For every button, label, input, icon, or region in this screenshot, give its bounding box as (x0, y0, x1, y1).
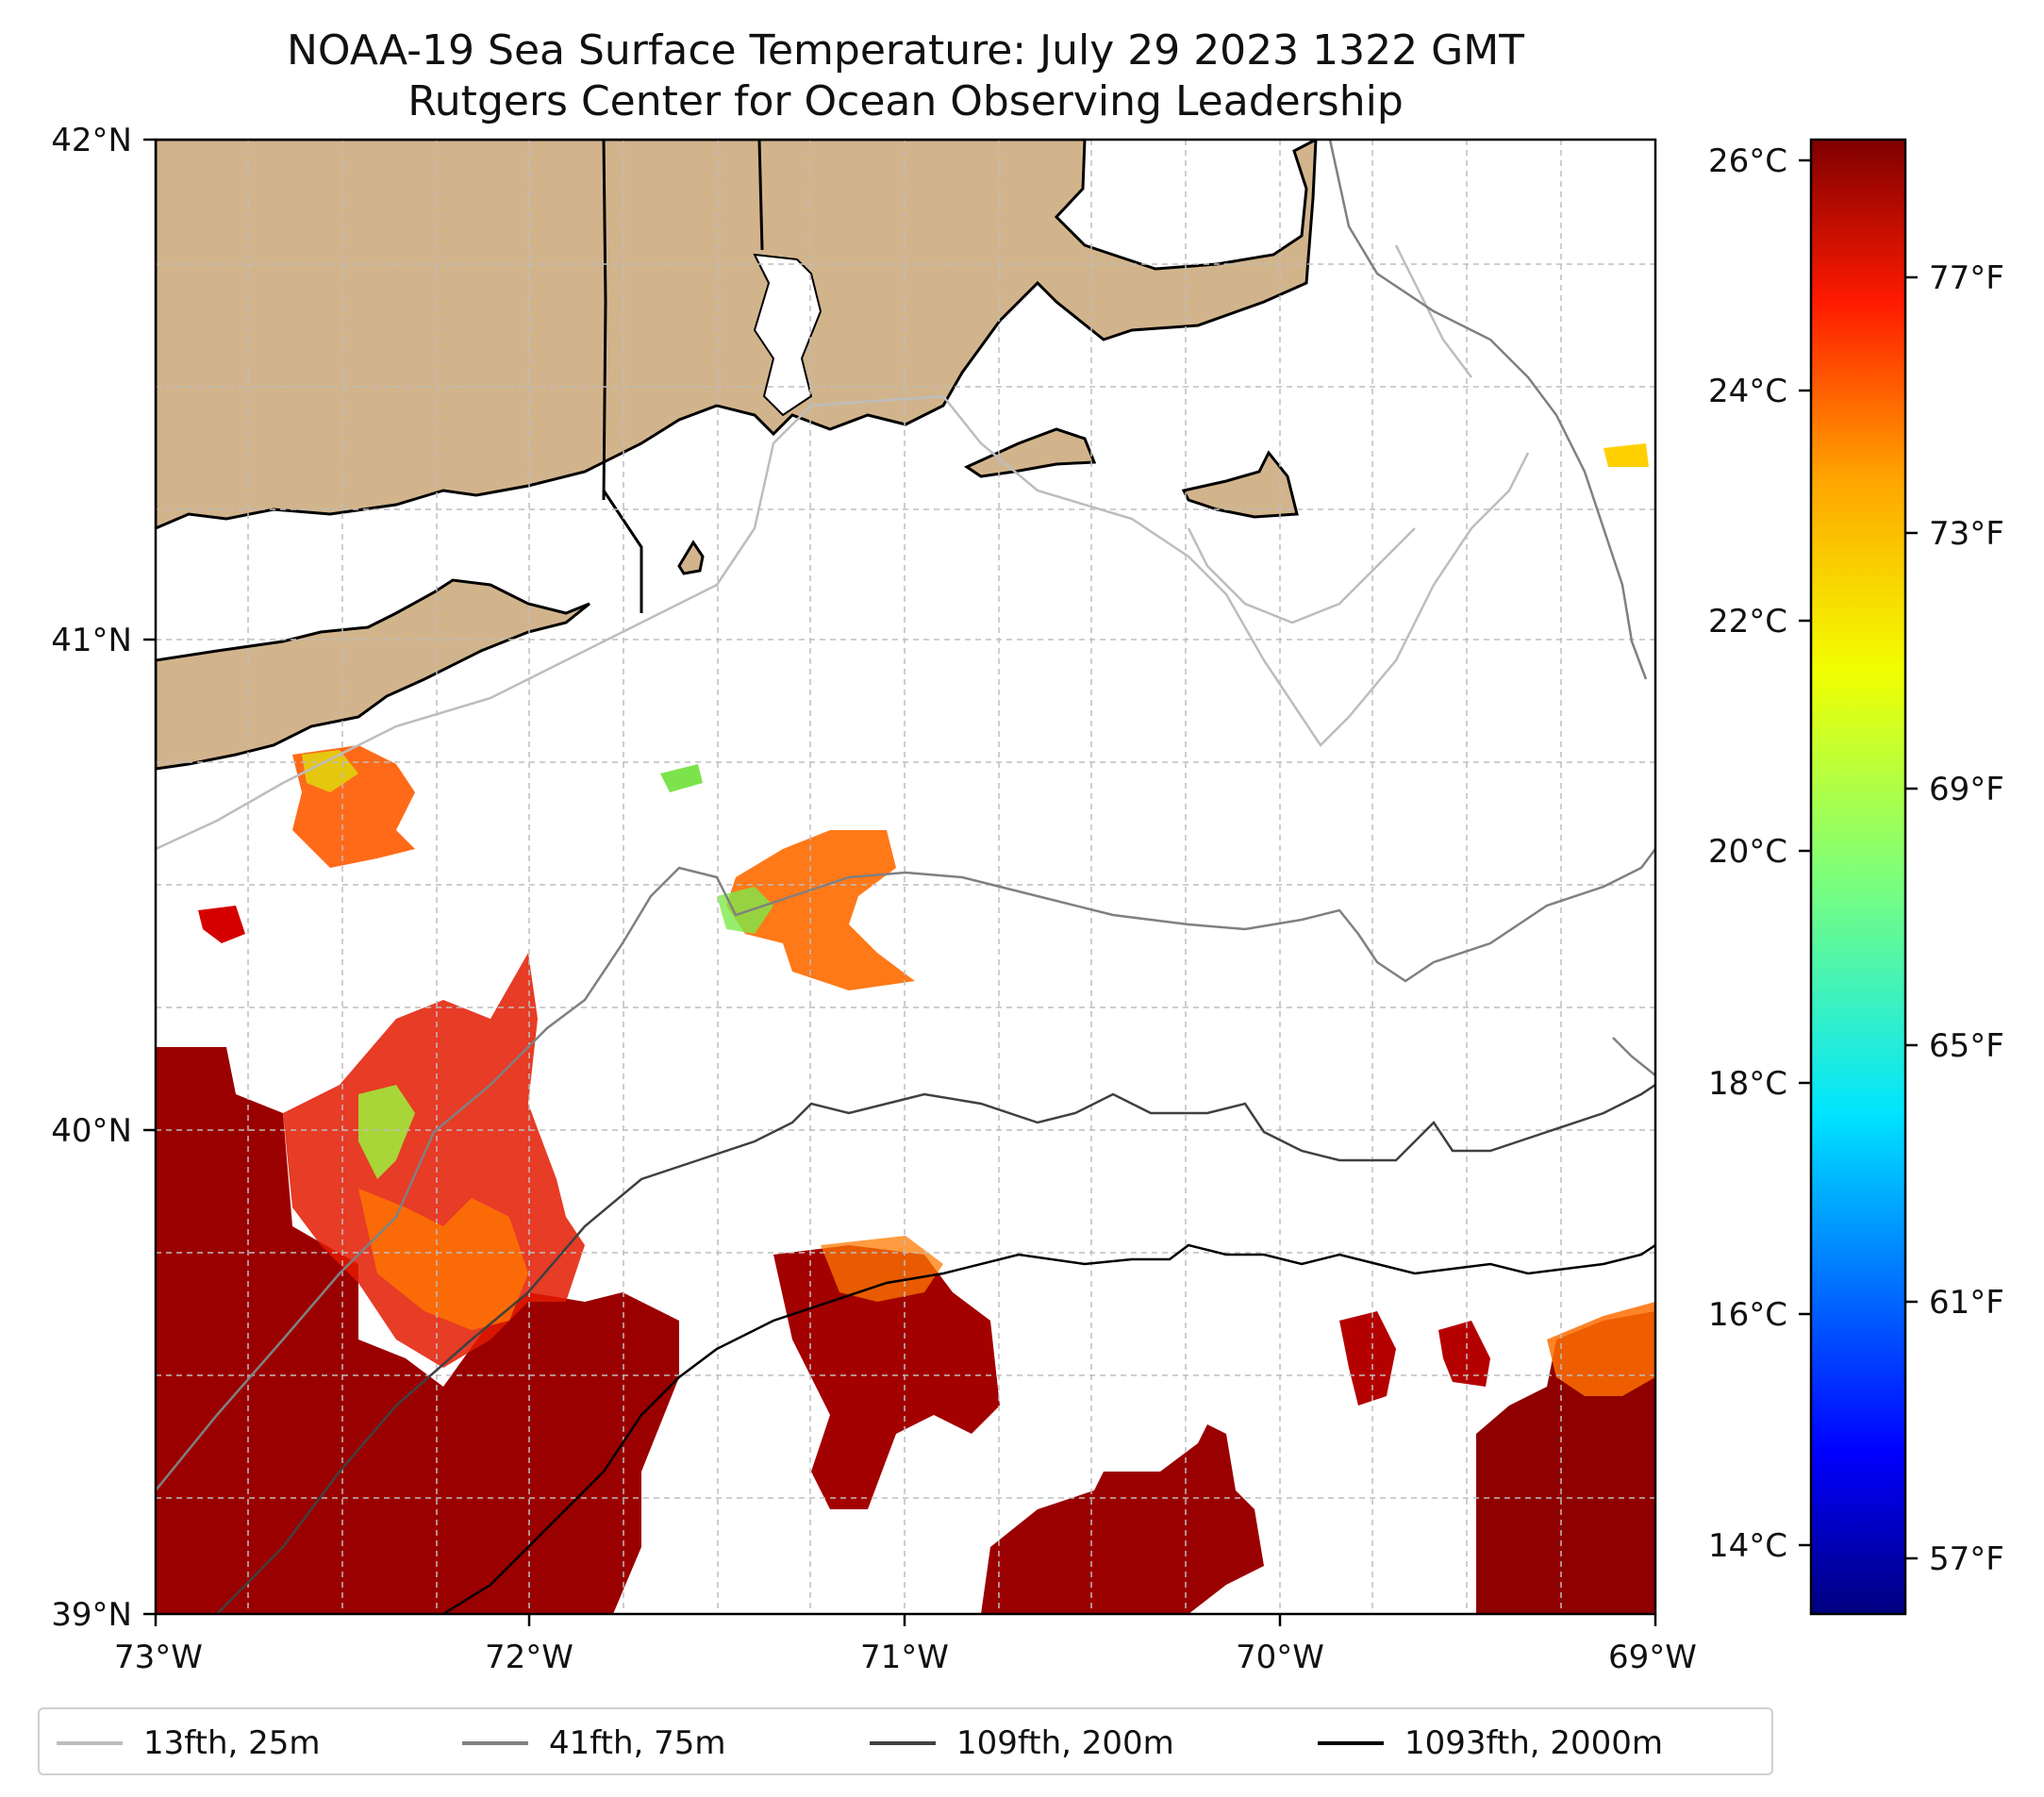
lon-tick-label: 69°W (1608, 1639, 1697, 1676)
lat-tick-label: 39°N (51, 1596, 132, 1634)
contour-25m (156, 244, 1530, 851)
legend-swatch (462, 1741, 528, 1745)
sst-patch-longisland-green (302, 750, 358, 792)
lat-tick-label: 40°N (51, 1112, 132, 1150)
axis-ticks (143, 138, 1657, 1626)
lat-tick-label: 42°N (51, 122, 132, 159)
colorbar-fahrenheit-label: 73°F (1929, 515, 2004, 553)
legend-label: 1093fth, 2000m (1404, 1724, 1664, 1762)
map-area (156, 140, 1655, 1614)
legend-swatch (1318, 1741, 1384, 1745)
legend-swatch (870, 1741, 936, 1745)
colorbar-celsius-label: 26°C (1708, 142, 1787, 180)
colorbar-fahrenheit-label: 61°F (1929, 1284, 2004, 1322)
legend-label: 13fth, 25m (143, 1724, 321, 1762)
bathymetry-contours (156, 140, 1655, 1614)
sst-patch-small-2 (1438, 1321, 1490, 1387)
sst-patch-nj-shelf (358, 1189, 528, 1330)
sst-patch-south-center (981, 1424, 1264, 1614)
lon-tick-label: 70°W (1236, 1639, 1324, 1676)
sst-patch-small-west (198, 906, 245, 943)
sst-patch-green-north (660, 764, 703, 792)
chart-title: NOAA-19 Sea Surface Temperature: July 29… (287, 26, 1524, 75)
contour-legend: 13fth, 25m 41fth, 75m 109fth, 200m 1093f… (38, 1707, 1773, 1775)
lon-tick-label: 72°W (485, 1639, 573, 1676)
legend-swatch (57, 1741, 123, 1745)
colorbar-celsius-ticks (1799, 158, 1811, 1547)
narragansett-bay (753, 253, 823, 417)
colorbar-celsius-label: 20°C (1708, 833, 1787, 871)
colorbar-fahrenheit-label: 65°F (1929, 1027, 2004, 1065)
colorbar-celsius-label: 24°C (1708, 373, 1787, 410)
sst-patch-south-west (156, 1047, 679, 1614)
sst-patch-shelf-center-green (717, 887, 773, 934)
sst-patch-south-east-orange (1547, 1302, 1655, 1396)
sst-patch-yellow-ne (1604, 443, 1649, 467)
colorbar (1809, 138, 1907, 1616)
gridlines (156, 140, 1655, 1614)
colorbar-celsius-label: 14°C (1708, 1527, 1787, 1565)
land-new-england (156, 140, 1318, 530)
colorbar-fahrenheit-label: 69°F (1929, 771, 2004, 808)
sst-data (156, 443, 1655, 1614)
chart-subtitle: Rutgers Center for Ocean Observing Leade… (407, 77, 1404, 125)
land-nantucket (1181, 450, 1299, 519)
legend-item-2000m: 1093fth, 2000m (1318, 1709, 1663, 1777)
legend-label: 109fth, 200m (956, 1724, 1174, 1762)
sst-patch-slope-south (773, 1245, 1000, 1509)
lon-tick-label: 73°W (114, 1639, 203, 1676)
lat-tick-label: 41°N (51, 622, 132, 659)
legend-label: 41fth, 75m (549, 1724, 726, 1762)
legend-item-25m: 13fth, 25m (57, 1709, 321, 1777)
lon-tick-label: 71°W (860, 1639, 949, 1676)
legend-item-75m: 41fth, 75m (462, 1709, 726, 1777)
contour-2000m (442, 1243, 1655, 1614)
legend-item-200m: 109fth, 200m (870, 1709, 1174, 1777)
land-block-island (677, 540, 705, 575)
sst-patch-green-streak (358, 1085, 415, 1179)
sst-patch-small-1 (1339, 1311, 1396, 1406)
land-long-island (156, 578, 590, 771)
colorbar-celsius-label: 22°C (1708, 603, 1787, 641)
colorbar-celsius-label: 16°C (1708, 1296, 1787, 1334)
sst-patch-shelf-center (726, 830, 915, 990)
contour-200m (216, 1083, 1655, 1614)
colorbar-fahrenheit-label: 77°F (1929, 259, 2004, 297)
colorbar-fahrenheit-ticks (1905, 275, 1918, 1560)
colorbar-celsius-label: 18°C (1708, 1065, 1787, 1103)
colorbar-fahrenheit-label: 57°F (1929, 1540, 2004, 1578)
contour-75m (156, 140, 1655, 1491)
